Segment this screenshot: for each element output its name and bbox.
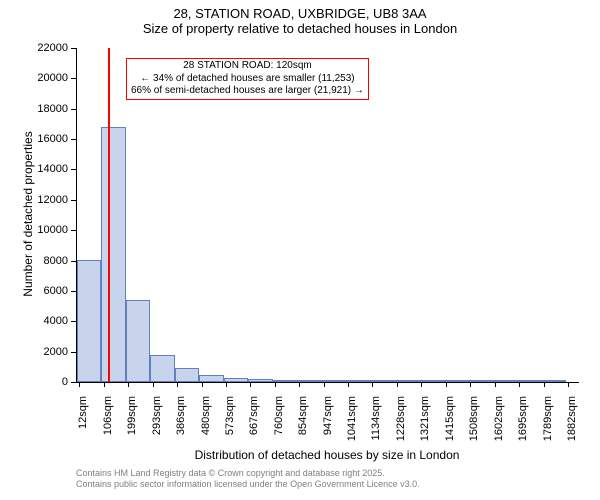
histogram-bar — [541, 380, 565, 382]
y-tick-label: 6000 — [0, 285, 68, 297]
attribution-line1: Contains HM Land Registry data © Crown c… — [76, 468, 420, 479]
x-tick — [568, 382, 569, 387]
y-tick-label: 14000 — [0, 163, 68, 175]
y-tick — [71, 78, 76, 79]
chart-title: 28, STATION ROAD, UXBRIDGE, UB8 3AA Size… — [0, 6, 600, 36]
x-tick — [372, 382, 373, 387]
x-tick — [128, 382, 129, 387]
y-tick — [71, 352, 76, 353]
x-tick — [79, 382, 80, 387]
y-tick-label: 12000 — [0, 194, 68, 206]
callout-line3: 66% of semi-detached houses are larger (… — [131, 85, 364, 98]
histogram-bar — [101, 127, 125, 382]
y-tick — [71, 200, 76, 201]
histogram-bar — [150, 355, 174, 382]
y-tick-label: 18000 — [0, 103, 68, 115]
x-tick — [324, 382, 325, 387]
histogram-bar — [321, 380, 345, 382]
callout-line2: ← 34% of detached houses are smaller (11… — [131, 73, 364, 86]
y-tick — [71, 169, 76, 170]
histogram-bar — [346, 380, 370, 382]
x-tick-label: 199sqm — [126, 396, 138, 456]
x-tick-label: 293sqm — [151, 396, 163, 456]
x-tick-label: 760sqm — [273, 396, 285, 456]
histogram-bar — [493, 380, 517, 382]
attribution: Contains HM Land Registry data © Crown c… — [76, 468, 420, 490]
x-tick — [519, 382, 520, 387]
histogram-bar — [297, 380, 321, 382]
x-tick-label: 386sqm — [175, 396, 187, 456]
histogram-bar — [517, 380, 541, 382]
x-tick-label: 854sqm — [297, 396, 309, 456]
x-tick-label: 1789sqm — [542, 396, 554, 456]
y-tick — [71, 382, 76, 383]
x-tick — [421, 382, 422, 387]
x-tick — [275, 382, 276, 387]
histogram-bar — [224, 378, 248, 382]
histogram-bar — [370, 380, 394, 382]
x-tick-label: 1134sqm — [370, 396, 382, 456]
title-line1: 28, STATION ROAD, UXBRIDGE, UB8 3AA — [0, 6, 600, 21]
x-tick-label: 1228sqm — [395, 396, 407, 456]
y-tick — [71, 109, 76, 110]
x-tick — [226, 382, 227, 387]
chart-container: 28, STATION ROAD, UXBRIDGE, UB8 3AA Size… — [0, 0, 600, 500]
x-tick — [153, 382, 154, 387]
x-tick-label: 1602sqm — [493, 396, 505, 456]
x-tick — [177, 382, 178, 387]
y-tick-label: 10000 — [0, 224, 68, 236]
x-tick — [348, 382, 349, 387]
histogram-bar — [273, 380, 297, 382]
y-tick-label: 2000 — [0, 346, 68, 358]
histogram-bar — [395, 380, 419, 382]
title-line2: Size of property relative to detached ho… — [0, 21, 600, 36]
x-tick — [544, 382, 545, 387]
attribution-line2: Contains public sector information licen… — [76, 479, 420, 490]
y-tick — [71, 261, 76, 262]
y-tick-label: 4000 — [0, 315, 68, 327]
x-tick — [470, 382, 471, 387]
histogram-bar — [419, 380, 443, 382]
x-tick-label: 1321sqm — [419, 396, 431, 456]
x-tick-label: 480sqm — [200, 396, 212, 456]
x-tick — [104, 382, 105, 387]
callout-box: 28 STATION ROAD: 120sqm← 34% of detached… — [126, 58, 369, 100]
x-tick-label: 1695sqm — [517, 396, 529, 456]
histogram-bar — [444, 380, 468, 382]
y-tick-label: 16000 — [0, 133, 68, 145]
histogram-bar — [468, 380, 492, 382]
x-tick — [446, 382, 447, 387]
x-tick-label: 667sqm — [248, 396, 260, 456]
y-tick — [71, 321, 76, 322]
x-tick-label: 1882sqm — [566, 396, 578, 456]
histogram-bar — [126, 300, 150, 382]
y-tick — [71, 48, 76, 49]
y-tick-label: 22000 — [0, 42, 68, 54]
histogram-bar — [77, 260, 101, 382]
x-tick — [495, 382, 496, 387]
y-tick-label: 0 — [0, 376, 68, 388]
x-tick-label: 573sqm — [224, 396, 236, 456]
y-tick-label: 20000 — [0, 72, 68, 84]
x-tick-label: 106sqm — [102, 396, 114, 456]
histogram-bar — [175, 368, 199, 382]
x-tick-label: 1415sqm — [444, 396, 456, 456]
x-tick — [299, 382, 300, 387]
callout-line1: 28 STATION ROAD: 120sqm — [131, 60, 364, 73]
x-tick-label: 947sqm — [322, 396, 334, 456]
x-tick-label: 1508sqm — [468, 396, 480, 456]
x-tick — [250, 382, 251, 387]
y-tick — [71, 139, 76, 140]
x-tick-label: 12sqm — [77, 396, 89, 456]
y-tick-label: 8000 — [0, 255, 68, 267]
y-tick — [71, 230, 76, 231]
reference-line — [108, 48, 110, 382]
x-tick — [397, 382, 398, 387]
histogram-bar — [199, 375, 223, 382]
x-tick — [202, 382, 203, 387]
histogram-bar — [248, 379, 272, 382]
x-tick-label: 1041sqm — [346, 396, 358, 456]
y-tick — [71, 291, 76, 292]
